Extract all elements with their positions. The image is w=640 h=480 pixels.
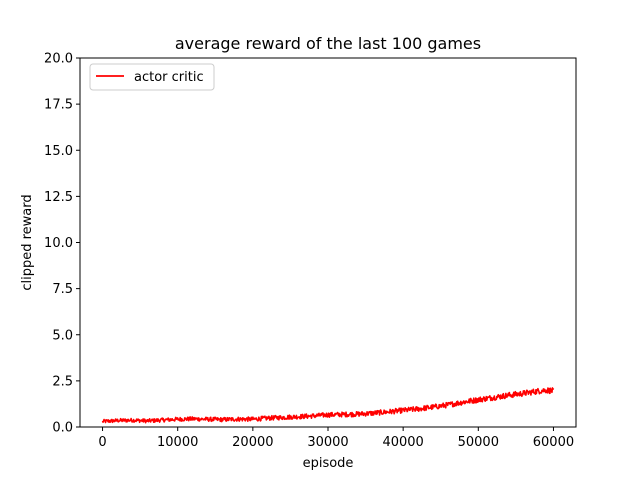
legend: actor critic [89,63,215,91]
chart-title: average reward of the last 100 games [175,34,481,53]
legend-label-actor-critic: actor critic [134,70,204,85]
x-tick-label: 0 [98,435,106,450]
y-tick-label: 10.0 [44,236,73,251]
y-tick-label: 20.0 [44,52,73,67]
x-axis-title: episode [303,456,354,471]
x-tick-label: 20000 [232,435,273,450]
series-line-actor-critic [101,387,555,424]
legend-box [89,63,215,91]
x-tick-label: 30000 [307,435,348,450]
x-tick-label: 50000 [458,435,499,450]
x-tick-label: 60000 [533,435,574,450]
x-axis: 0 10000 20000 30000 40000 50000 60000 [98,427,574,450]
x-tick-label: 10000 [157,435,198,450]
y-tick-label: 2.5 [52,374,73,389]
y-tick-label: 15.0 [44,144,73,159]
y-axis: 0.0 2.5 5.0 7.5 10.0 12.5 15.0 17.5 20.0 [44,52,80,436]
axes-frame [79,57,577,428]
y-tick-label: 12.5 [44,190,73,205]
y-tick-label: 17.5 [44,98,73,113]
x-tick-label: 40000 [382,435,423,450]
y-tick-label: 5.0 [52,328,73,343]
y-tick-label: 7.5 [52,282,73,297]
y-tick-label: 0.0 [52,421,73,436]
y-axis-title: clipped reward [20,194,35,290]
series-layer [101,387,555,424]
